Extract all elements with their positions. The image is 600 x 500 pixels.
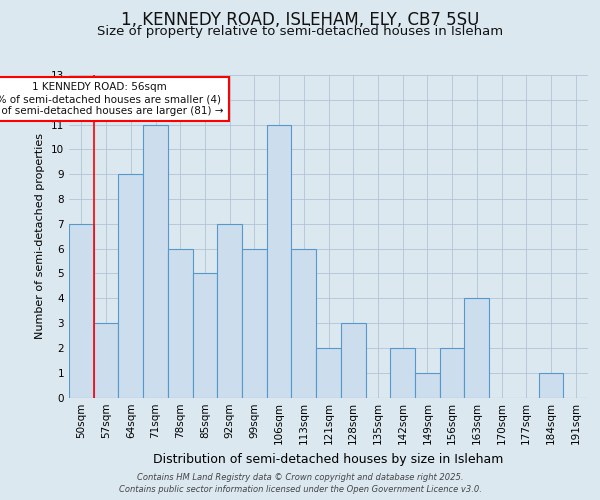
Bar [390,348,415,398]
Bar [292,248,316,398]
Bar [267,124,292,398]
Text: 1 KENNEDY ROAD: 56sqm
← 5% of semi-detached houses are smaller (4)
95% of semi-d: 1 KENNEDY ROAD: 56sqm ← 5% of semi-detac… [0,82,223,116]
Bar [539,372,563,398]
Bar [168,248,193,398]
Bar [464,298,489,398]
Bar [316,348,341,398]
Bar [440,348,464,398]
Bar [415,372,440,398]
Bar [118,174,143,398]
Text: Size of property relative to semi-detached houses in Isleham: Size of property relative to semi-detach… [97,25,503,38]
X-axis label: Distribution of semi-detached houses by size in Isleham: Distribution of semi-detached houses by … [154,453,503,466]
Bar [94,323,118,398]
Y-axis label: Number of semi-detached properties: Number of semi-detached properties [35,133,46,339]
Text: 1, KENNEDY ROAD, ISLEHAM, ELY, CB7 5SU: 1, KENNEDY ROAD, ISLEHAM, ELY, CB7 5SU [121,11,479,29]
Bar [341,323,365,398]
Bar [193,274,217,398]
Text: Contains HM Land Registry data © Crown copyright and database right 2025.
Contai: Contains HM Land Registry data © Crown c… [119,473,481,494]
Bar [69,224,94,398]
Bar [143,124,168,398]
Bar [242,248,267,398]
Bar [217,224,242,398]
